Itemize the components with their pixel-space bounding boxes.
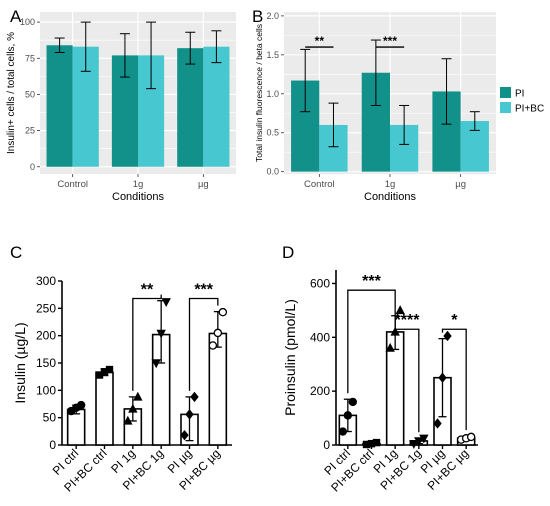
panel-label-c: C [10,243,22,262]
panel-c-significance-bracket [132,294,162,391]
panel-a-bar [203,46,230,167]
panel-c-data-point [123,415,133,425]
panel-b-y-tick-label: 0.5 [266,128,279,138]
panel-a-y-tick-label: 75 [25,53,35,63]
panel-b-significance-label: ** [315,34,325,48]
panel-c-y-tick-label: 200 [36,329,56,343]
panel-c-y-tick-label: 50 [43,411,57,425]
panel-d-y-tick-label: 0 [323,438,330,452]
panel-b-x-tick-label: µg [455,179,466,190]
panel-c-data-point [185,409,194,420]
panel-a-bar [46,45,73,167]
panel-label-a: A [10,7,22,26]
panel-c-y-tick-label: 100 [36,383,56,397]
panel-c-bar [208,332,228,446]
panel-a-chart: 0 25 50 75 100 Control 1g µg Conditions Insulin+ … [6,12,236,203]
panel-b-significance-label: *** [383,34,397,48]
panel-b-x-tick-label: 1g [385,179,396,190]
panel-b-legend-swatch [500,87,511,98]
panel-c-significance-label: ** [141,281,154,298]
panel-c-data-point [95,371,104,379]
panel-c-data-point [213,328,223,338]
panel-d-significance-label: * [451,312,458,329]
panel-c-data-point [100,368,109,376]
panel-c-y-tick-label: 0 [49,438,56,452]
panel-d-data-point [343,411,353,420]
panel-d-y-tick-label: 200 [310,384,330,398]
panel-a-x-tick-label: Control [57,179,88,190]
panel-d-data-point [395,305,405,315]
panel-c-y-tick-label: 250 [36,301,56,315]
panel-c-data-point [190,391,199,403]
panel-d-data-point [390,326,400,336]
panel-b-x-axis-title: Conditions [364,191,416,203]
panel-c-data-point [156,329,166,339]
panel-a-x-tick-label: µg [198,179,209,190]
panel-d-data-point [362,440,371,449]
panel-d-data-point [433,418,442,429]
panel-c-data-point [208,341,218,350]
panel-d-data-point [348,397,358,407]
panel-d-significance-label: *** [362,273,381,290]
panel-a-y-tick-label: 50 [25,89,35,99]
panel-b-y-tick-label: 2.0 [266,11,279,21]
panel-b-x-tick-label: Control [304,179,335,190]
panel-a-bar [177,48,204,167]
panel-b-chart: 0.0 0.5 1.0 1.5 2.0 Control 1g µg Conditions Tota… [254,11,544,203]
panel-a-x-tick-label: 1g [133,179,144,190]
panel-c-data-point [180,429,189,441]
panel-d-significance-bracket [441,328,467,431]
panel-b-legend-swatch [500,102,511,113]
panel-d-data-point [443,330,452,342]
panel-d-data-point [385,342,395,352]
panel-d-data-point [409,439,419,449]
panel-d-data-point [438,372,447,383]
panel-a-y-tick-label: 25 [25,126,35,136]
panel-label-d: D [282,243,294,262]
panel-c-data-point [128,403,138,413]
panel-c-data-point [76,400,86,410]
panel-a-x-axis-title: Conditions [112,191,164,203]
panel-d-data-point [414,437,424,447]
panel-c-data-point [105,365,114,374]
panel-c-data-point [218,307,228,317]
panel-d-data-point [367,439,376,448]
panel-label-b: B [252,7,263,26]
panel-c-y-tick-label: 150 [36,356,56,370]
panel-b-legend-label: PI+BC [515,104,544,115]
panel-d-significance-bracket [394,309,420,433]
panel-d-data-point [419,434,429,444]
panel-c-data-point [133,391,143,401]
panel-c-y-axis-title: Insulin (µg/L) [12,322,28,403]
panel-b-y-tick-label: 0.0 [266,167,279,177]
panel-d-data-point [338,427,348,436]
panel-a-y-tick-label: 0 [30,162,35,172]
panel-d-y-tick-label: 600 [310,276,330,290]
panel-d-y-tick-label: 400 [310,330,330,344]
panel-c-significance-bracket [188,297,219,391]
panel-d-data-point [466,432,476,442]
panel-a-y-axis-title: Insulin+ cells / total cells, % [6,32,17,154]
panel-c-data-point [151,359,161,369]
panel-d-significance-label: **** [395,312,421,329]
panel-d-y-axis-title: Proinsulin (pmol/L) [282,299,298,416]
panel-a-y-tick-label: 100 [20,17,35,27]
panel-b-legend-label: PI [515,89,524,100]
panel-c-data-point [161,298,171,307]
panel-c-significance-label: *** [194,281,213,298]
panel-d-data-point [372,438,381,447]
panel-b-y-axis-title: Total insulin fluorescence / beta cells [254,24,264,162]
panel-d-significance-bracket [347,289,396,394]
panel-b-y-tick-label: 1.5 [266,50,279,60]
panel-c-y-tick-label: 300 [36,274,56,288]
panel-b-y-tick-label: 1.0 [266,89,279,99]
panel-c-bar [95,371,114,446]
